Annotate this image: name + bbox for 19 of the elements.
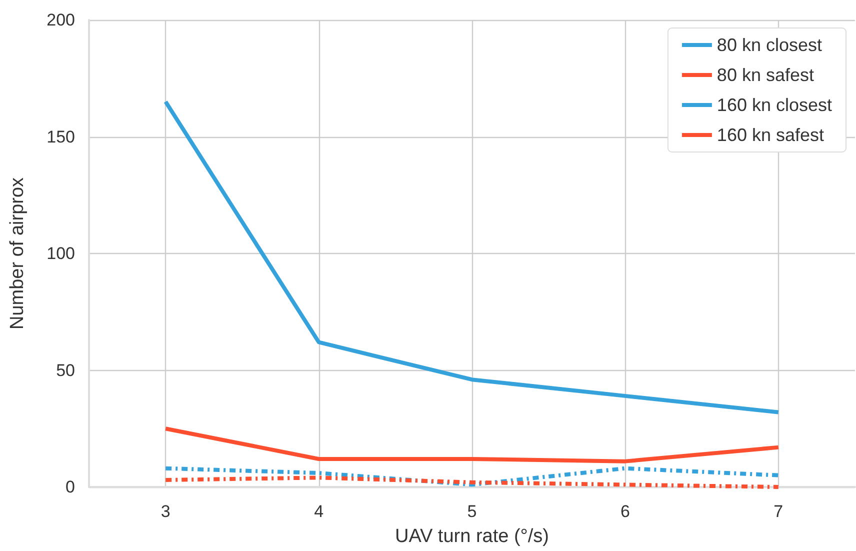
y-axis-title: Number of airprox [7, 176, 28, 330]
line-series [164, 466, 780, 487]
y-tick-label: 200 [46, 10, 75, 30]
legend-label: 80 kn safest [716, 65, 814, 85]
x-tick-label: 3 [160, 502, 170, 521]
x-axis-title: UAV turn rate (°/s) [394, 526, 550, 547]
legend-label: 160 kn safest [716, 125, 824, 145]
y-tick-label: 50 [56, 360, 75, 380]
y-tick-label: 100 [46, 244, 75, 263]
x-tick-label: 6 [620, 502, 630, 521]
line-series [164, 426, 780, 464]
y-tick-label: 150 [46, 127, 75, 146]
x-tick-label: 4 [314, 502, 324, 521]
x-tick-label: 7 [774, 502, 784, 521]
x-tick-label: 5 [467, 502, 477, 521]
y-tick-label: 0 [66, 478, 75, 496]
legend-label: 80 kn closest [716, 35, 822, 55]
legend-label: 160 kn closest [716, 95, 832, 115]
line-series [164, 476, 780, 489]
